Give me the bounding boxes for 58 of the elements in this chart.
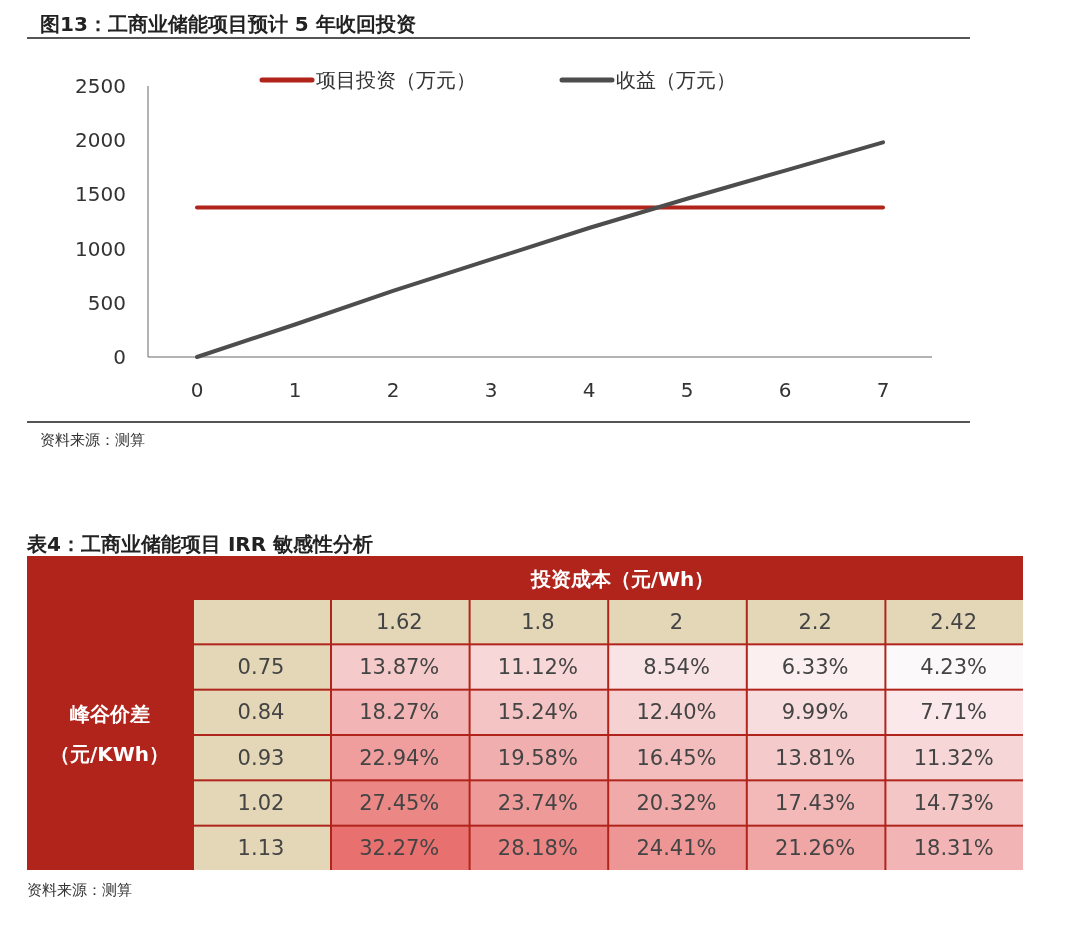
data-label: 14.73% xyxy=(913,791,994,815)
data-label: 17.43% xyxy=(775,791,856,815)
y-tick-label: 0 xyxy=(113,345,126,369)
data-label: 15.24% xyxy=(497,700,578,725)
x-tick-label: 1.8 xyxy=(521,609,555,634)
chart-title: 表4：工商业储能项目 IRR 敏感性分析 xyxy=(26,532,374,556)
x-tick-label: 6 xyxy=(778,378,792,402)
x-tick-label: 2 xyxy=(669,609,684,634)
data-label: 4.23% xyxy=(920,655,988,679)
x-tick-label: 4 xyxy=(582,378,596,402)
y-tick-label: 1.02 xyxy=(237,791,285,815)
y-tick-label: 2500 xyxy=(75,74,126,98)
y-tick-label: 0.84 xyxy=(237,700,285,725)
data-label: 18.27% xyxy=(359,700,440,725)
data-label: 32.27% xyxy=(359,836,440,861)
y-tick-label: 1000 xyxy=(75,236,126,261)
data-label: 23.74% xyxy=(497,791,578,815)
data-label: 18.31% xyxy=(913,836,994,861)
data-label: 11.32% xyxy=(913,745,994,770)
y-tick-label: 0.93 xyxy=(237,745,285,770)
data-label: 13.87% xyxy=(359,655,440,679)
data-label: 24.41% xyxy=(636,836,717,861)
y-tick-label: 1.13 xyxy=(237,836,285,861)
data-label: 13.81% xyxy=(775,745,856,770)
data-label: 6.33% xyxy=(781,655,849,679)
y-tick-label: 1500 xyxy=(75,182,126,207)
x-tick-label: 7 xyxy=(876,378,890,402)
text: 资料来源：测算 xyxy=(40,431,145,449)
data-label: 8.54% xyxy=(643,655,710,679)
x-axis-title: 投资成本（元/Wh） xyxy=(529,567,715,591)
legend-label: 收益（万元） xyxy=(616,68,736,92)
data-label: 22.94% xyxy=(359,745,440,770)
data-label: 28.18% xyxy=(497,836,578,861)
x-tick-label: 2 xyxy=(386,378,400,402)
x-tick-label: 1 xyxy=(288,378,302,402)
x-tick-label: 2.42 xyxy=(930,609,978,634)
y-axis-title: 峰谷价差（元/KWh） xyxy=(49,702,170,766)
chart-title: 图13：工商业储能项目预计 5 年收回投资 xyxy=(40,12,416,36)
text: 资料来源：测算 xyxy=(27,881,132,899)
legend-label: 项目投资（万元） xyxy=(316,68,476,92)
x-tick-label: 2.2 xyxy=(798,609,832,634)
data-label: 11.12% xyxy=(497,655,578,679)
data-label: 12.40% xyxy=(636,700,717,725)
data-label: 21.26% xyxy=(775,836,856,861)
data-label: 9.99% xyxy=(781,700,849,725)
data-label: 27.45% xyxy=(359,791,440,815)
data-label: 16.45% xyxy=(636,745,717,770)
x-tick-label: 0 xyxy=(190,378,204,402)
y-tick-label: 2000 xyxy=(75,128,126,153)
x-tick-label: 5 xyxy=(680,378,694,402)
y-tick-label: 0.75 xyxy=(237,655,285,679)
data-label: 7.71% xyxy=(920,700,988,725)
data-label: 19.58% xyxy=(497,745,578,770)
line-series xyxy=(195,140,885,359)
x-tick-label: 3 xyxy=(484,378,498,402)
x-tick-label: 1.62 xyxy=(375,609,423,634)
data-label: 20.32% xyxy=(636,791,717,815)
y-tick-label: 500 xyxy=(87,290,126,315)
